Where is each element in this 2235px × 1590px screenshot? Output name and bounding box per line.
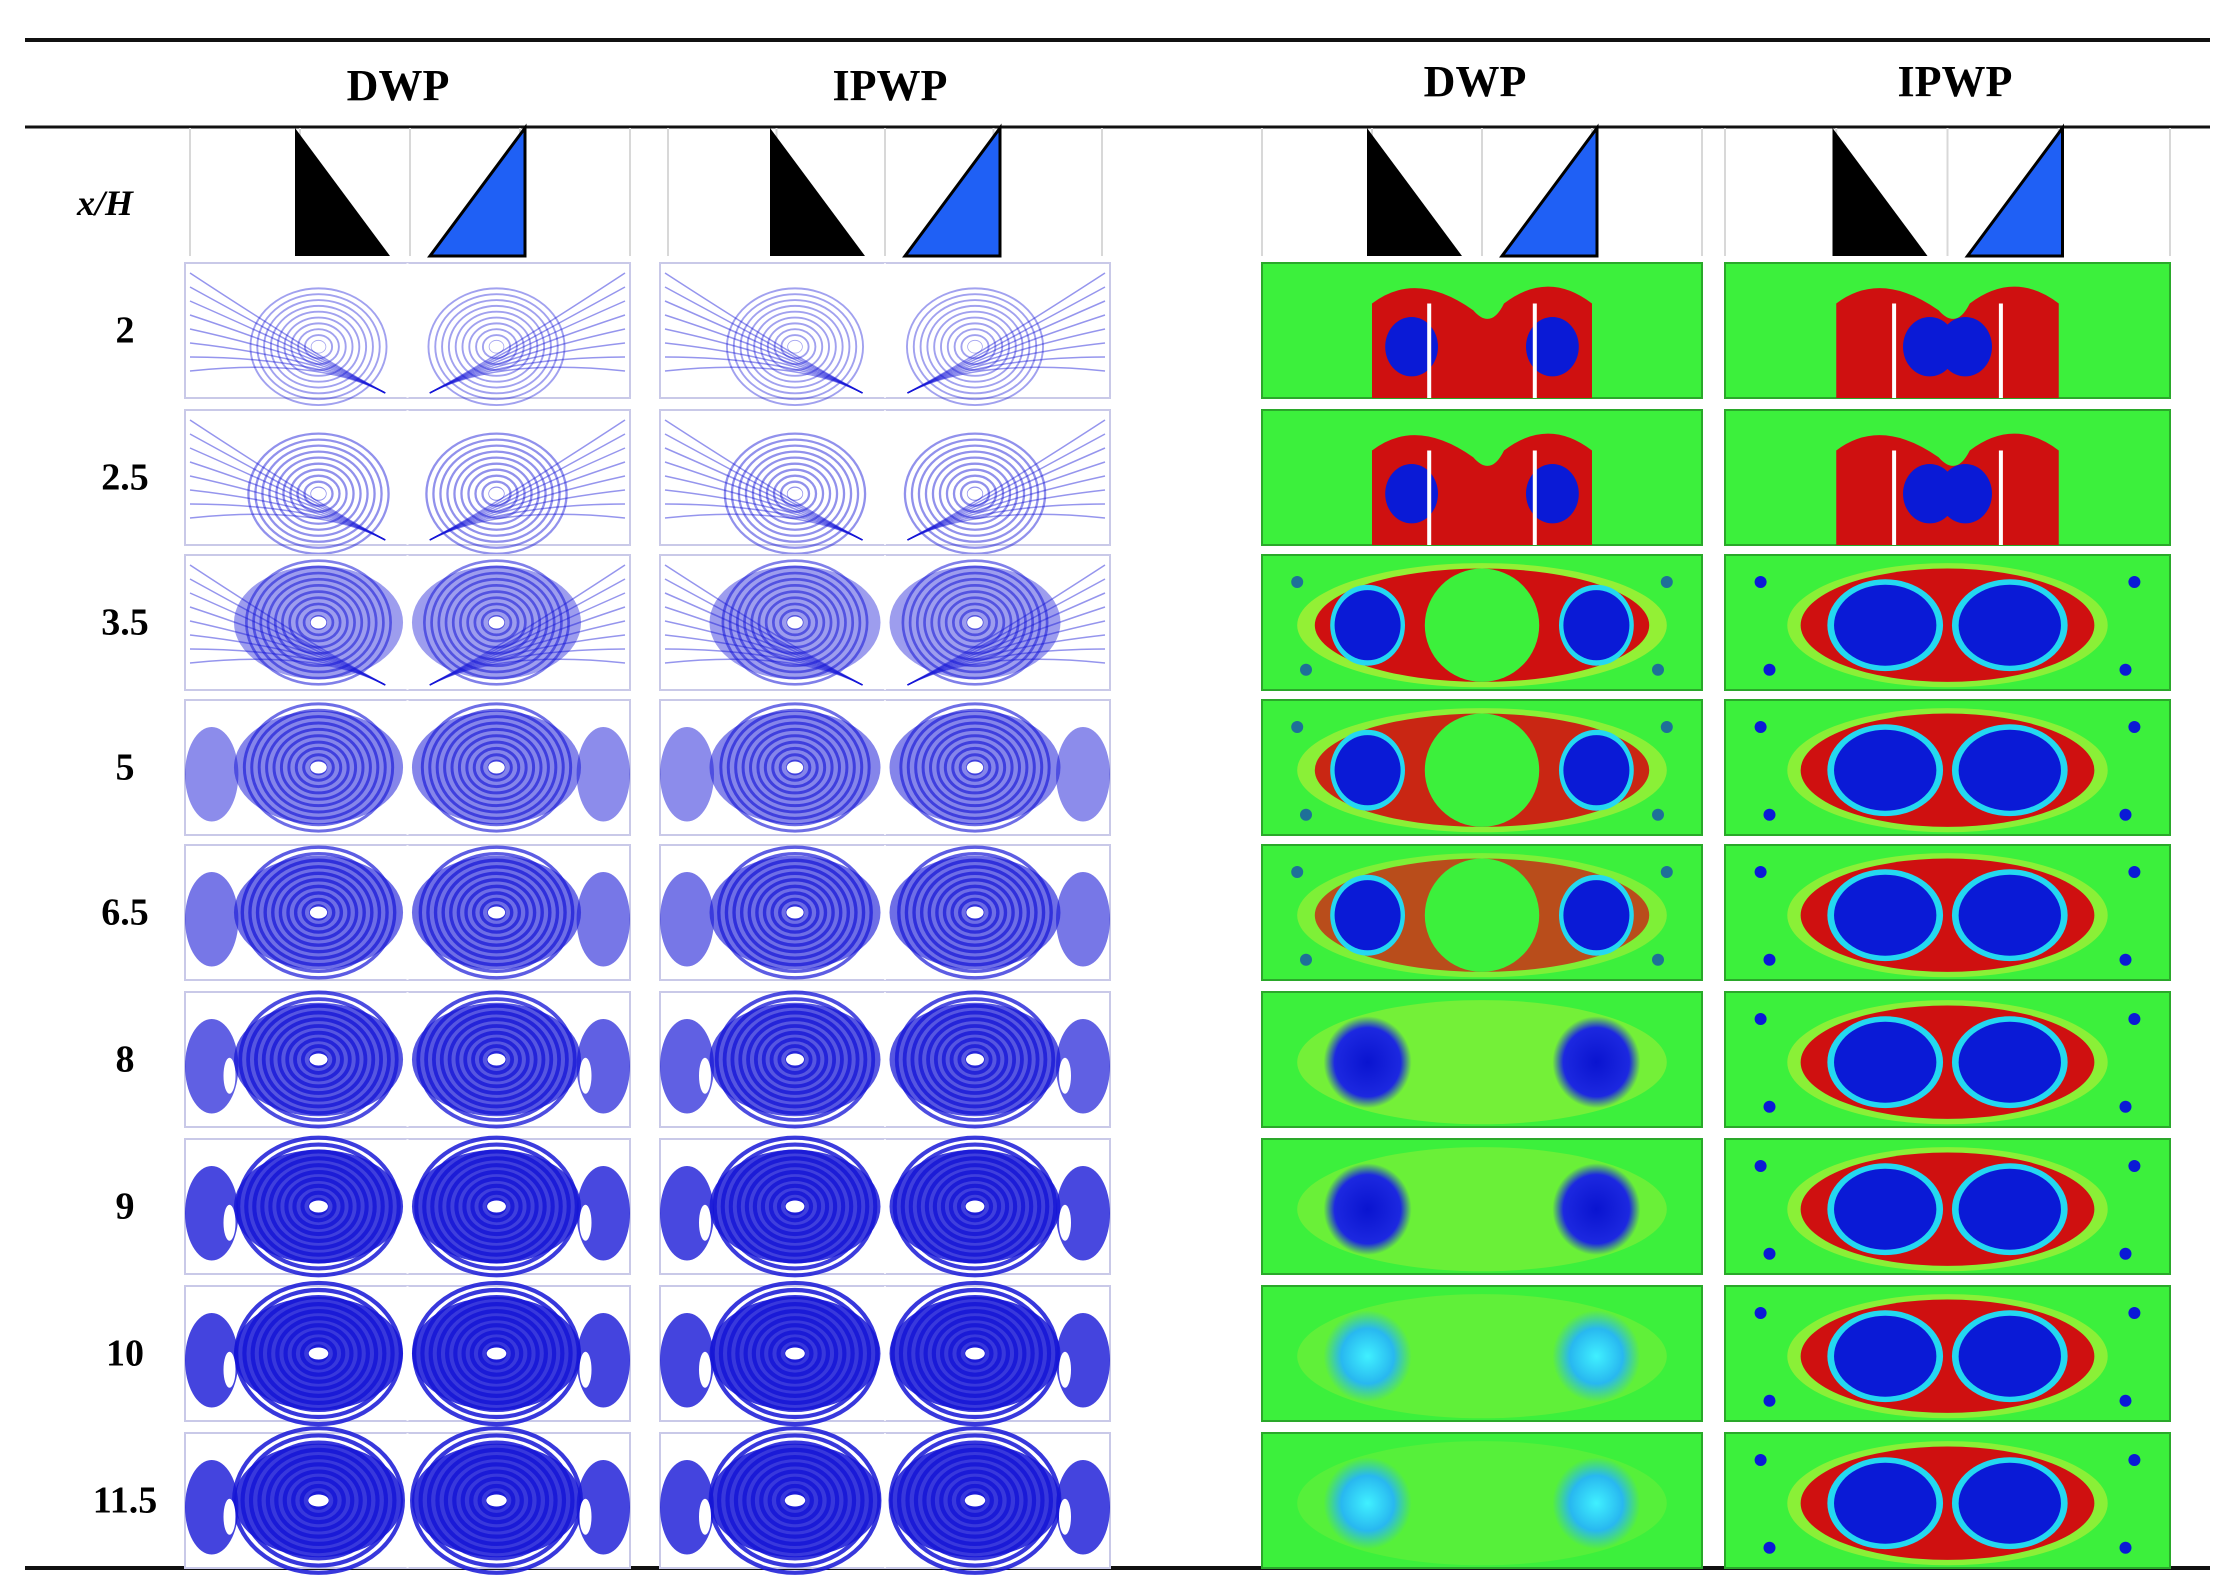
row-label-2: 2.5 [101,457,149,499]
panel-row3-col1 [184,554,631,691]
wing-schematics [189,123,2171,258]
row-label-4: 5 [116,747,135,789]
panel-row6-col1 [184,990,631,1129]
panel-row2-col3 [1261,409,1703,546]
black-delta-wing-icon [295,128,390,256]
panel-row4-col2 [659,699,1111,836]
blue-delta-wing-icon [1964,123,2064,258]
panel-row2-col1 [184,409,631,555]
panel-row6-col2 [659,990,1111,1129]
header-col2: IPWP [833,61,948,110]
panel-row3-col3 [1261,554,1703,691]
panels [184,262,2171,1575]
panel-row4-col3 [1261,699,1703,836]
panel-row7-col4 [1724,1138,2171,1275]
black-delta-wing-icon [1832,128,1928,256]
panel-row7-col3 [1261,1138,1703,1275]
panel-row8-col1 [184,1280,631,1427]
panel-row6-col3 [1261,991,1703,1128]
panel-row9-col4 [1724,1432,2171,1569]
blue-delta-wing-icon [427,123,527,258]
row-label-8: 10 [106,1333,144,1375]
panel-row5-col3 [1261,844,1703,981]
panel-row1-col2 [659,262,1111,406]
panel-row6-col4 [1724,991,2171,1128]
wing-schematic-3 [1261,123,1703,258]
panel-row3-col4 [1724,554,2171,691]
panel-row2-col4 [1724,409,2171,546]
panel-row2-col2 [659,409,1111,555]
row-label-3: 3.5 [101,602,149,644]
panel-row5-col2 [659,844,1111,981]
header-col1: DWP [347,61,450,110]
black-delta-wing-icon [1367,128,1462,256]
blue-delta-wing-icon [902,123,1002,258]
panel-row7-col1 [184,1135,631,1278]
panel-row3-col2 [659,554,1111,691]
panel-row9-col2 [659,1426,1111,1575]
panel-row8-col2 [659,1280,1111,1427]
panel-row5-col1 [184,844,631,981]
row-label-6: 8 [116,1039,135,1081]
panel-row4-col1 [184,699,631,836]
panel-row9-col1 [184,1426,631,1575]
wing-schematic-2 [667,123,1103,258]
wing-schematic-1 [189,123,631,258]
axis-label: x/H [76,183,134,223]
panel-row5-col4 [1724,844,2171,981]
panel-row1-col4 [1724,262,2171,399]
row-label-5: 6.5 [101,892,149,934]
row-labels: 2 2.5 3.5 5 6.5 8 9 10 11.5 [93,310,157,1522]
panel-row7-col2 [659,1135,1111,1278]
wing-schematic-4 [1724,123,2171,258]
panel-row4-col4 [1724,699,2171,836]
blue-delta-wing-icon [1499,123,1599,258]
panel-row9-col3 [1261,1432,1703,1569]
panel-row8-col4 [1724,1285,2171,1422]
header-col4: IPWP [1898,57,2013,106]
header-col3: DWP [1424,57,1527,106]
row-label-9: 11.5 [93,1480,157,1522]
panel-row8-col3 [1261,1285,1703,1422]
black-delta-wing-icon [770,128,865,256]
row-label-7: 9 [116,1186,135,1228]
panel-row1-col1 [184,262,631,406]
row-label-1: 2 [116,310,135,352]
panel-row1-col3 [1261,262,1703,399]
